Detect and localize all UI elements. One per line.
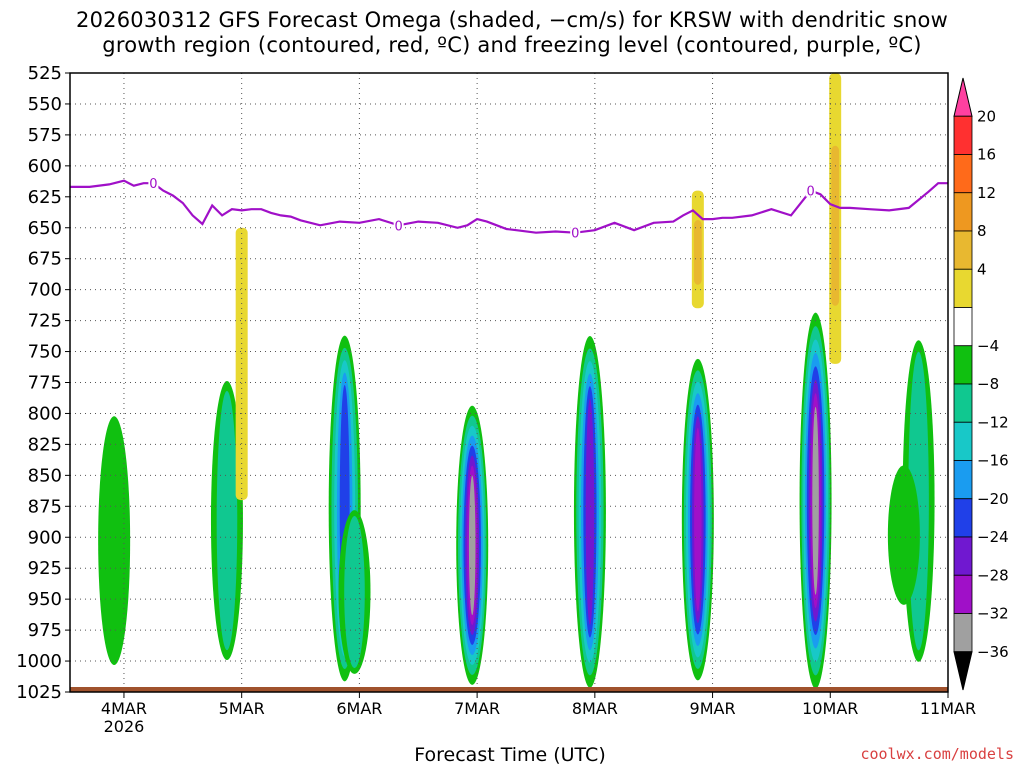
freezing-level-label: 0 xyxy=(149,177,157,192)
y-tick-label-725: 725 xyxy=(28,311,62,332)
x-tick-label-4MAR: 4MAR xyxy=(101,699,147,718)
colorbar-bin-13 xyxy=(953,574,973,614)
colorbar-label-3: 8 xyxy=(977,222,987,240)
y-tick-label-950: 950 xyxy=(28,589,62,610)
y-tick-label-600: 600 xyxy=(28,156,62,177)
x-tick-label-8MAR: 8MAR xyxy=(572,699,618,718)
colorbar-label-11: −28 xyxy=(977,566,1009,584)
colorbar-bin-10 xyxy=(953,460,973,500)
colorbar: 20 16 12 8 4 −4 −8 −12 −16 −20 −24 −28 −32 −36 xyxy=(953,77,1009,691)
colorbar-bin-5 xyxy=(953,268,973,308)
y-tick-label-900: 900 xyxy=(28,527,62,548)
omega-shading xyxy=(98,73,935,689)
y-tick-label-850: 850 xyxy=(28,465,62,486)
colorbar-label-7: −12 xyxy=(977,413,1009,431)
freezing-level-label: 0 xyxy=(807,185,815,200)
colorbar-label-5: −4 xyxy=(977,337,999,355)
y-tick-label-800: 800 xyxy=(28,403,62,424)
colorbar-bin-3 xyxy=(953,192,973,232)
freezing-label-bg-3 xyxy=(805,182,816,197)
freezing-level-contour: 0 0 0 0 xyxy=(70,175,948,242)
omega-cell-4-7 xyxy=(468,475,476,616)
colorbar-label-0: 20 xyxy=(977,107,996,125)
colorbar-bin-14 xyxy=(953,613,973,653)
positive-omega-1-1 xyxy=(693,220,702,285)
colorbar-label-8: −16 xyxy=(977,452,1009,470)
y-tick-label-1025: 1025 xyxy=(16,682,62,703)
freezing-level-line xyxy=(70,179,948,234)
x-tick-sublabel: 2026 xyxy=(104,717,145,736)
colorbar-bin-12 xyxy=(953,536,973,576)
y-tick-label-925: 925 xyxy=(28,558,62,579)
freezing-level-label: 0 xyxy=(571,227,579,242)
x-tick-label-7MAR: 7MAR xyxy=(454,699,500,718)
y-axis: 525 550 575 600 625 650 675 700 725 750 775 800 825 8… xyxy=(16,63,70,703)
positive-omega-0-1 xyxy=(831,145,840,306)
colorbar-bin-4 xyxy=(953,230,973,270)
y-tick-label-575: 575 xyxy=(28,125,62,146)
omega-cell-1-1 xyxy=(216,390,238,651)
chart-title-line2: growth region (contoured, red, ºC) and f… xyxy=(102,33,922,57)
y-tick-label-550: 550 xyxy=(28,94,62,115)
freezing-label-bg-1 xyxy=(393,217,404,232)
colorbar-bin-11 xyxy=(953,498,973,538)
y-tick-label-825: 825 xyxy=(28,434,62,455)
y-tick-label-700: 700 xyxy=(28,280,62,301)
colorbar-label-12: −32 xyxy=(977,605,1009,623)
y-tick-label-1000: 1000 xyxy=(16,651,62,672)
omega-cell-3-1 xyxy=(344,515,365,669)
freezing-label-bg-2 xyxy=(570,224,581,239)
x-tick-label-10MAR: 10MAR xyxy=(802,699,858,718)
y-tick-label-875: 875 xyxy=(28,496,62,517)
colorbar-label-9: −20 xyxy=(977,490,1009,508)
freezing-level-label: 0 xyxy=(394,219,402,234)
omega-cell-6-6 xyxy=(694,427,702,612)
terrain-strip xyxy=(70,687,948,692)
colorbar-label-4: 4 xyxy=(977,260,987,278)
y-tick-label-625: 625 xyxy=(28,187,62,208)
y-tick-label-750: 750 xyxy=(28,342,62,363)
omega-cell-9-0 xyxy=(887,465,920,605)
omega-cell-7-7 xyxy=(812,406,819,595)
x-axis-title: Forecast Time (UTC) xyxy=(414,744,606,766)
omega-cell-0-0 xyxy=(98,416,131,666)
credit-text: coolwx.com/models xyxy=(860,745,1014,763)
colorbar-label-2: 12 xyxy=(977,184,996,202)
colorbar-bin-6 xyxy=(953,307,973,347)
y-tick-label-525: 525 xyxy=(28,63,62,84)
x-tick-label-9MAR: 9MAR xyxy=(690,699,736,718)
colorbar-bin-2 xyxy=(953,154,973,194)
y-tick-label-775: 775 xyxy=(28,373,62,394)
chart-title-line1: 2026030312 GFS Forecast Omega (shaded, −… xyxy=(76,8,948,32)
colorbar-label-13: −36 xyxy=(977,643,1009,661)
y-tick-label-975: 975 xyxy=(28,620,62,641)
colorbar-bin-9 xyxy=(953,421,973,461)
y-tick-label-650: 650 xyxy=(28,218,62,239)
colorbar-label-1: 16 xyxy=(977,146,996,164)
x-tick-label-6MAR: 6MAR xyxy=(336,699,382,718)
terrain-fill xyxy=(70,687,948,692)
colorbar-bin-1 xyxy=(953,115,973,155)
colorbar-bin-8 xyxy=(953,383,973,423)
colorbar-label-6: −8 xyxy=(977,375,999,393)
colorbar-bin-7 xyxy=(953,345,973,385)
x-tick-label-11MAR: 11MAR xyxy=(920,699,976,718)
freezing-label-bg-0 xyxy=(148,175,159,190)
x-tick-label-5MAR: 5MAR xyxy=(219,699,265,718)
omega-cell-5-5 xyxy=(585,398,595,625)
colorbar-top-triangle xyxy=(953,77,973,117)
colorbar-label-10: −24 xyxy=(977,528,1009,546)
y-tick-label-675: 675 xyxy=(28,249,62,270)
colorbar-bottom-triangle xyxy=(953,651,973,691)
